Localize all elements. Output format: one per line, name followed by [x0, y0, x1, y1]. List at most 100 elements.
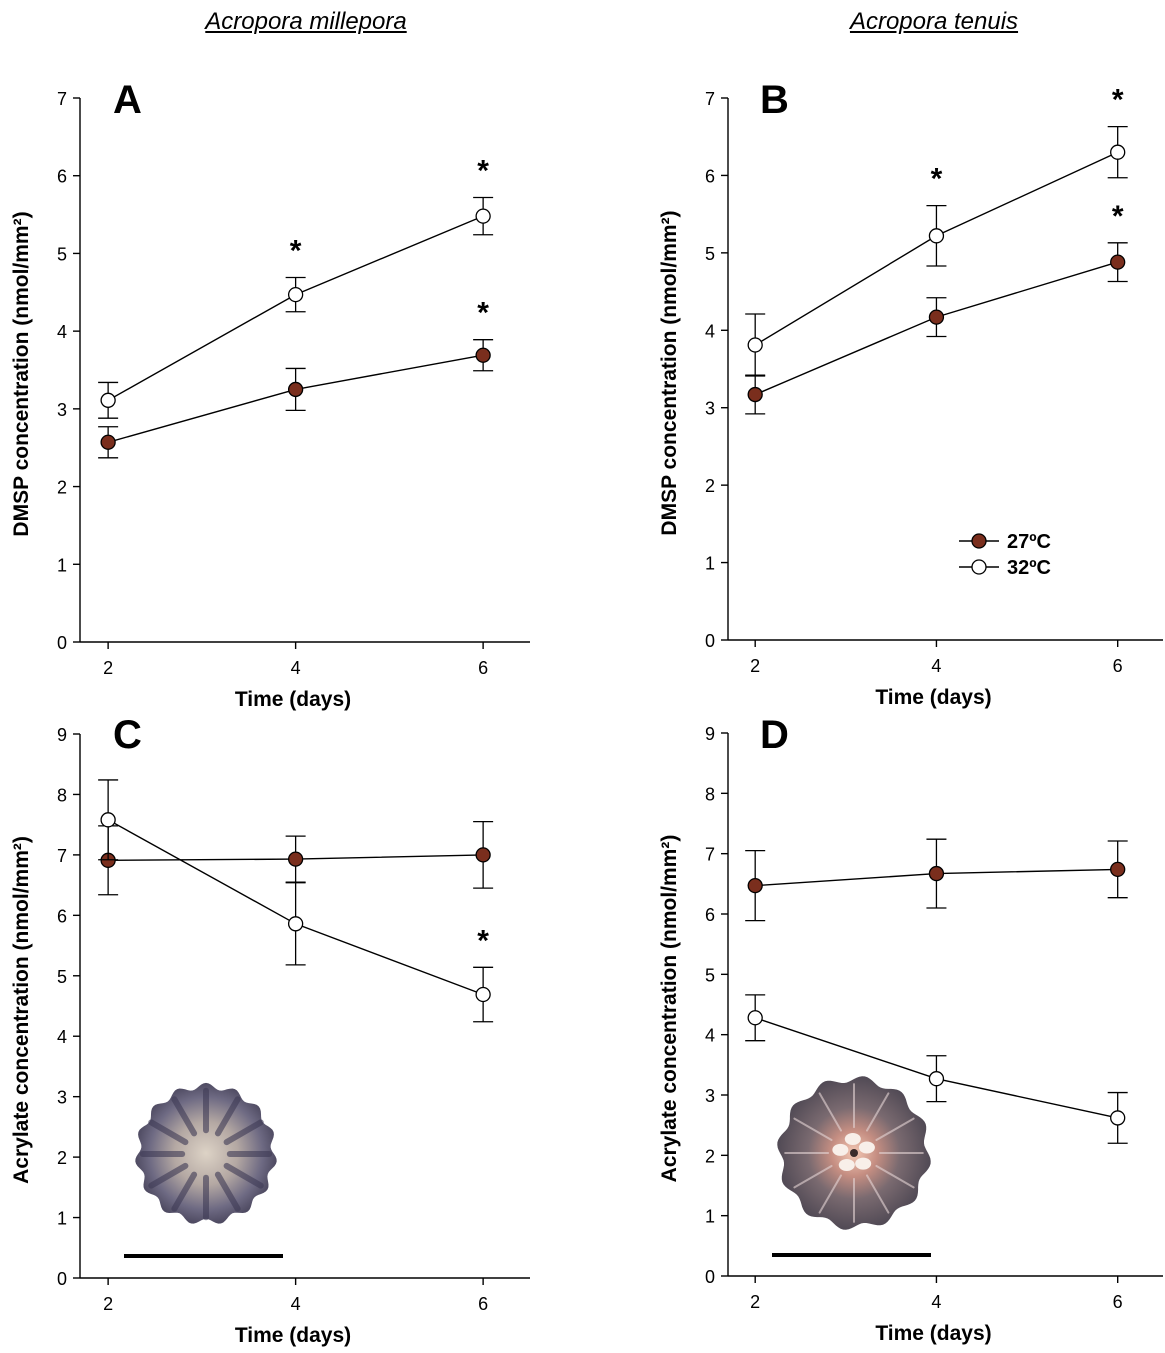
y-tick-label: 7 — [705, 845, 715, 865]
y-tick-label: 7 — [57, 846, 67, 866]
data-point — [1110, 861, 1126, 878]
series-27c — [745, 242, 1128, 415]
coral-photo — [135, 1082, 277, 1224]
data-point — [287, 851, 304, 867]
data-point — [928, 309, 945, 325]
coral-polyp — [844, 1133, 861, 1146]
y-tick-label: 1 — [57, 1209, 67, 1229]
data-point — [100, 812, 116, 828]
data-point — [475, 347, 491, 363]
x-tick-label: 6 — [478, 658, 488, 678]
data-point — [100, 392, 116, 408]
panel-letter-a: A — [113, 78, 142, 122]
significance-asterisk: * — [931, 163, 943, 196]
coral-septum — [214, 1171, 241, 1212]
y-tick-label: 8 — [705, 784, 715, 804]
y-tick-label: 0 — [57, 1269, 67, 1289]
y-tick-label: 3 — [57, 1088, 67, 1108]
legend-entry-27c: 27ºC — [959, 531, 1051, 553]
x-axis-title: Time (days) — [235, 688, 351, 711]
data-point — [100, 434, 116, 450]
coral-septum — [793, 1117, 833, 1142]
y-tick-label: 4 — [705, 1026, 715, 1046]
y-tick-label: 1 — [705, 1207, 715, 1227]
y-tick-label: 3 — [705, 1086, 715, 1106]
data-point — [1110, 1110, 1126, 1126]
y-tick-label: 8 — [57, 785, 67, 805]
coral-septum — [818, 1092, 843, 1132]
series-32c — [745, 994, 1128, 1144]
significance-asterisk: * — [290, 235, 302, 268]
data-point — [475, 847, 491, 863]
coral-polyp — [838, 1158, 855, 1171]
coral-photo — [777, 1076, 931, 1230]
x-tick-label: 4 — [931, 1292, 941, 1312]
legend-label: 27ºC — [1007, 531, 1051, 553]
y-tick-label: 5 — [705, 965, 715, 985]
y-tick-label: 1 — [705, 554, 715, 574]
coral-septum — [865, 1092, 890, 1132]
chart-panel-b: 0 1 2 3 4 5 6 7 2 4 6 Time (days) DMSP concentration… — [658, 78, 1163, 709]
x-tick-label: 2 — [103, 1294, 113, 1314]
data-point — [287, 916, 304, 932]
data-point — [747, 877, 763, 894]
y-tick-label: 4 — [57, 1027, 67, 1047]
species-title-left: Acropora millepora — [205, 8, 407, 35]
panel-letter-d: D — [760, 713, 789, 757]
x-axis-title: Time (days) — [235, 1324, 351, 1347]
x-tick-label: 2 — [750, 656, 760, 676]
chart-panel-a: 0 1 2 3 4 5 6 7 2 4 6 Time (days) DMSP concentration… — [10, 78, 530, 711]
y-tick-label: 2 — [57, 1148, 67, 1168]
coral-septum — [171, 1096, 198, 1137]
significance-asterisk: * — [477, 924, 489, 957]
coral-polyp — [858, 1141, 875, 1154]
y-tick-label: 2 — [57, 478, 67, 498]
panel-letter-c: C — [113, 713, 142, 757]
legend-marker — [971, 559, 987, 575]
y-tick-label: 0 — [705, 1267, 715, 1287]
y-tick-label: 5 — [57, 244, 67, 264]
coral-septum — [171, 1171, 198, 1212]
significance-asterisk: * — [1112, 200, 1124, 233]
y-tick-label: 5 — [705, 244, 715, 264]
coral-septum — [818, 1174, 843, 1214]
legend-entry-32c: 32ºC — [959, 557, 1051, 579]
chart-panel-d: 0 1 2 3 4 5 6 7 8 9 2 4 6 Time (days) Acrylate concent… — [658, 713, 1163, 1345]
y-tick-label: 4 — [705, 321, 715, 341]
y-axis-title: DMSP concentration (nmol/mm²) — [658, 210, 681, 535]
series-27c — [98, 339, 494, 459]
series-27c — [745, 838, 1128, 922]
data-point — [928, 228, 945, 244]
data-point — [928, 865, 945, 882]
significance-asterisk: * — [477, 297, 489, 330]
coral-polyp — [855, 1157, 872, 1170]
chart-panel-c: 0 1 2 3 4 5 6 7 8 9 2 4 6 Time (days) Acrylate concent… — [10, 713, 530, 1347]
y-tick-label: 9 — [705, 724, 715, 744]
x-tick-label: 4 — [291, 658, 301, 678]
y-tick-label: 0 — [57, 633, 67, 653]
y-tick-label: 2 — [705, 476, 715, 496]
species-title-right: Acropora tenuis — [849, 8, 1019, 35]
coral-septum — [865, 1174, 890, 1214]
y-tick-label: 9 — [57, 725, 67, 745]
coral-mouth — [850, 1149, 858, 1157]
x-axis-title: Time (days) — [875, 1322, 991, 1345]
coral-septum — [148, 1162, 189, 1189]
y-tick-label: 6 — [57, 167, 67, 187]
y-tick-label: 5 — [57, 967, 67, 987]
y-axis-title: DMSP concentration (nmol/mm²) — [10, 211, 33, 536]
x-tick-label: 6 — [1113, 656, 1123, 676]
y-tick-label: 2 — [705, 1146, 715, 1166]
data-point — [475, 986, 491, 1003]
coral-septum — [793, 1164, 833, 1189]
data-point — [1110, 254, 1126, 270]
data-point — [747, 386, 763, 403]
coral-body — [135, 1082, 277, 1224]
series-32c — [98, 779, 494, 1023]
data-point — [747, 1010, 763, 1026]
y-tick-label: 1 — [57, 555, 67, 575]
x-axis-title: Time (days) — [875, 686, 991, 709]
data-point — [475, 208, 491, 224]
coral-septum — [148, 1119, 189, 1146]
